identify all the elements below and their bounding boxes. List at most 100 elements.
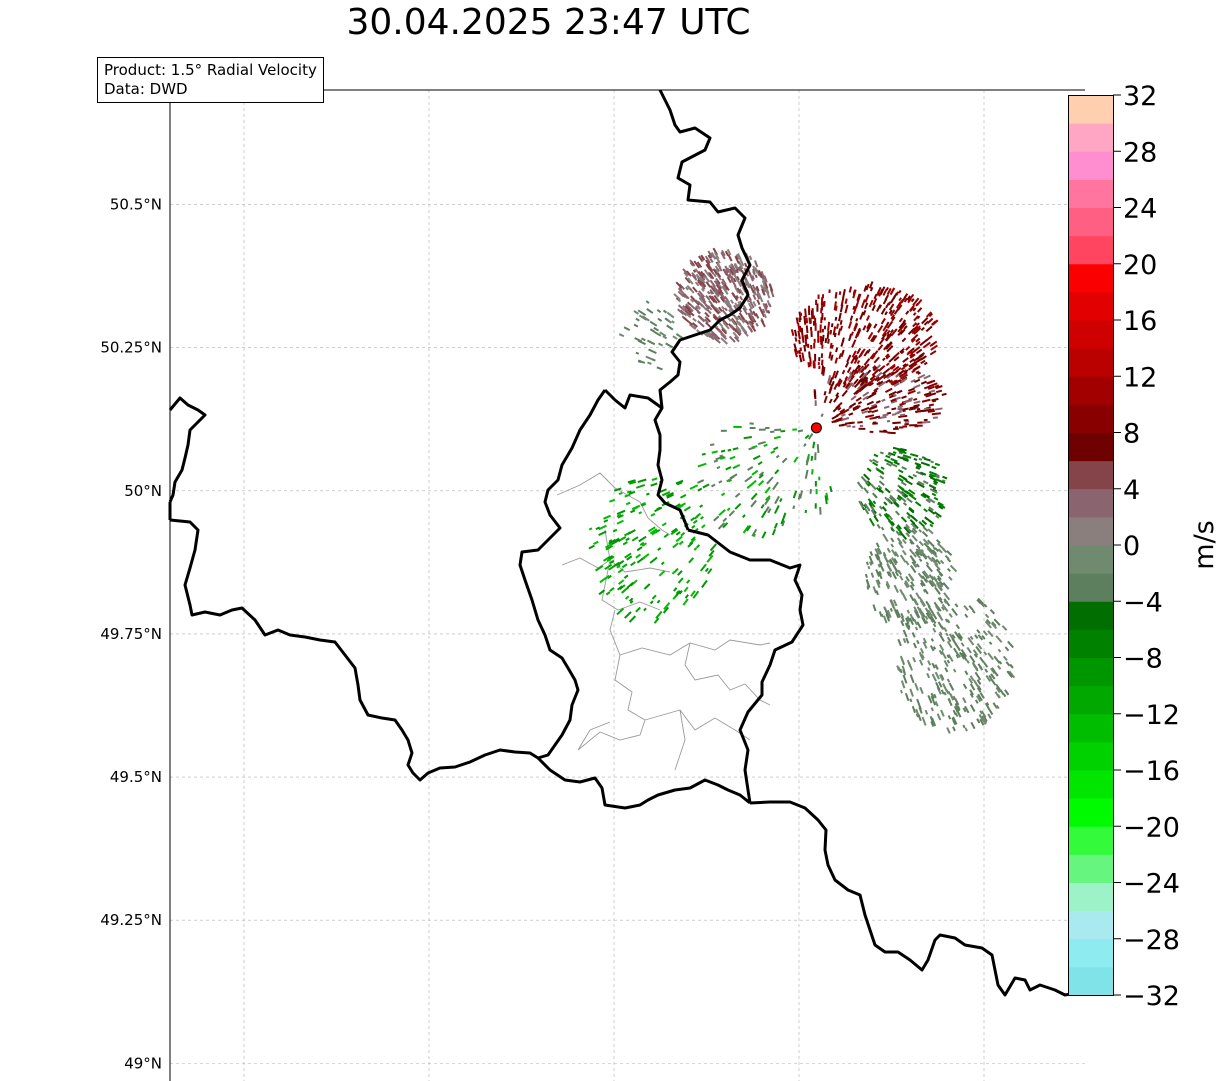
echo-pixel <box>851 383 855 388</box>
echo-pixel <box>947 697 952 702</box>
echo-pixel <box>705 321 713 329</box>
echo-pixel <box>835 417 843 422</box>
echo-pixel <box>837 406 842 411</box>
echo-pixel <box>878 505 883 510</box>
echo-pixel <box>793 329 798 337</box>
echo-pixel <box>899 426 904 429</box>
echo-pixel <box>896 390 902 394</box>
echo-pixel <box>952 716 958 725</box>
echo-pixel <box>613 487 622 492</box>
echo-pixel <box>755 286 760 295</box>
echo-pixel <box>896 496 902 502</box>
echo-pixel <box>841 349 845 355</box>
echo-pixel <box>692 286 698 293</box>
echo-pixel <box>871 354 876 360</box>
echo-pixel <box>810 344 813 350</box>
echo-pixel <box>805 456 810 466</box>
echo-pixel <box>905 490 914 497</box>
echo-pixel <box>721 309 728 317</box>
echo-pixel <box>716 466 721 470</box>
echo-pixel <box>915 611 921 619</box>
echo-pixel <box>852 305 856 311</box>
echo-pixel <box>716 268 721 273</box>
echo-pixel <box>865 561 869 566</box>
echo-pixel <box>931 319 938 326</box>
echo-pixel <box>969 675 975 682</box>
echo-pixel <box>900 377 908 383</box>
echo-pixel <box>970 721 976 730</box>
echo-pixel <box>704 311 710 318</box>
echo-pixel <box>798 317 801 323</box>
echo-pixel <box>729 307 734 313</box>
echo-pixel <box>934 407 943 411</box>
echo-pixel <box>860 299 866 309</box>
echo-pixel <box>846 373 853 382</box>
echo-pixel <box>824 338 828 344</box>
echo-pixel <box>861 410 869 415</box>
echo-pixel <box>846 382 854 391</box>
echo-pixel <box>748 322 753 327</box>
echo-pixel <box>912 297 920 306</box>
echo-pixel <box>838 291 842 296</box>
echo-pixel <box>712 315 718 321</box>
echo-pixel <box>720 429 727 432</box>
echo-pixel <box>760 319 766 328</box>
echo-pixel <box>780 515 786 525</box>
echo-pixel <box>987 713 992 719</box>
echo-pixel <box>869 374 876 381</box>
echo-pixel <box>716 262 722 269</box>
echo-pixel <box>707 250 714 259</box>
echo-pixel <box>810 331 813 337</box>
echo-pixel <box>671 320 675 324</box>
echo-pixel <box>841 337 845 342</box>
echo-pixel <box>816 303 819 312</box>
echo-pixel <box>869 416 877 420</box>
echo-pixel <box>988 641 993 646</box>
echo-pixel <box>951 608 958 617</box>
echo-pixel <box>798 354 803 363</box>
echo-pixel <box>700 287 705 292</box>
echo-pixel <box>921 519 928 526</box>
echo-pixel <box>718 306 723 312</box>
echo-pixel <box>901 665 906 672</box>
echo-pixel <box>719 456 726 460</box>
echo-pixel <box>779 497 783 503</box>
echo-pixel <box>940 709 945 717</box>
echo-pixel <box>733 304 738 310</box>
echo-pixel <box>922 538 930 546</box>
echo-pixel <box>817 362 820 366</box>
echo-pixel <box>876 523 881 529</box>
echo-pixel <box>653 330 662 337</box>
echo-pixel <box>880 332 887 340</box>
echo-pixel <box>890 537 895 543</box>
echo-pixel <box>913 378 921 384</box>
echo-pixel <box>891 394 896 398</box>
echo-pixel <box>1008 670 1016 679</box>
echo-pixel <box>624 611 632 619</box>
echo-pixel <box>605 542 613 549</box>
colorbar-bin <box>1068 910 1114 940</box>
echo-pixel <box>869 286 874 292</box>
echo-pixel <box>607 574 612 580</box>
echo-pixel <box>891 316 896 322</box>
echo-pixel <box>828 289 831 294</box>
echo-pixel <box>855 301 859 309</box>
echo-pixel <box>933 496 939 501</box>
echo-pixel <box>862 395 869 401</box>
echo-pixel <box>864 302 869 310</box>
echo-pixel <box>921 616 927 625</box>
echo-pixel <box>774 469 780 475</box>
echo-pixel <box>974 634 979 640</box>
echo-pixel <box>913 562 918 568</box>
echo-pixel <box>894 551 900 558</box>
echo-pixel <box>901 395 907 399</box>
echo-pixel <box>890 457 898 463</box>
echo-pixel <box>750 499 757 508</box>
echo-pixel <box>828 351 832 359</box>
echo-pixel <box>595 526 601 531</box>
echo-pixel <box>873 356 880 364</box>
echo-pixel <box>914 424 923 427</box>
echo-pixel <box>649 556 658 564</box>
echo-pixel <box>737 253 742 261</box>
echo-pixel <box>906 609 911 614</box>
